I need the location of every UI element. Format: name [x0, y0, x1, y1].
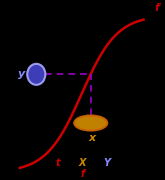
- Text: x: x: [89, 133, 96, 143]
- Ellipse shape: [74, 116, 107, 130]
- Text: X: X: [79, 159, 86, 168]
- Text: f: f: [80, 169, 85, 179]
- Text: t: t: [55, 159, 60, 168]
- Text: y: y: [18, 69, 25, 79]
- Text: Y: Y: [104, 159, 111, 168]
- Ellipse shape: [27, 64, 45, 85]
- Text: f: f: [154, 3, 159, 12]
